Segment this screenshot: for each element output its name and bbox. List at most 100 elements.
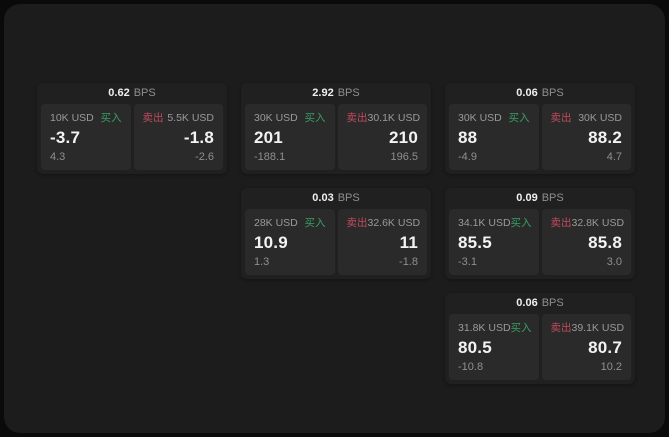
spread-header: 0.09 BPS [445,188,635,209]
spread-unit: BPS [133,87,156,99]
spread-value: 0.06 [516,87,538,99]
buy-delta: -10.8 [458,361,484,373]
quote-card: 2.92 BPS 30K USD 买入 201 -188.1 卖出 30.1K … [241,83,431,174]
buy-top-row: 10K USD 买入 [50,110,122,125]
quote-card: 0.06 BPS 30K USD 买入 88 -4.9 卖出 30K USD 8… [445,83,635,174]
sell-side-label: 卖出 [550,322,572,334]
buy-side-label: 买入 [304,217,326,229]
sell-panel[interactable]: 卖出 30.1K USD 210 196.5 [337,104,427,170]
buy-amount: 34.1K USD [458,216,511,229]
sell-price: -1.8 [183,127,214,147]
buy-amount: 10K USD [50,111,94,124]
sell-price: 88.2 [588,127,622,147]
sell-amount: 30K USD [578,111,622,124]
sell-delta: -1.8 [399,256,418,268]
sell-panel[interactable]: 卖出 32.6K USD 11 -1.8 [337,209,427,275]
buy-panel[interactable]: 10K USD 买入 -3.7 4.3 [41,104,131,170]
buy-price: 80.5 [458,337,492,357]
buy-amount: 30K USD [254,111,298,124]
sell-delta: 10.2 [600,361,622,373]
buy-price: 201 [254,127,283,147]
spread-header: 0.62 BPS [37,83,227,104]
buy-amount: 28K USD [254,216,298,229]
sell-panel[interactable]: 卖出 32.8K USD 85.8 3.0 [541,209,631,275]
sell-panel[interactable]: 卖出 39.1K USD 80.7 10.2 [541,314,631,380]
buy-panel[interactable]: 31.8K USD 买入 80.5 -10.8 [449,314,539,380]
spread-unit: BPS [541,192,564,204]
sell-price: 85.8 [588,232,622,252]
spread-unit: BPS [337,87,360,99]
sell-amount: 39.1K USD [571,321,625,334]
buy-top-row: 30K USD 买入 [458,110,530,125]
spread-value: 0.06 [516,297,538,309]
sell-top-row: 卖出 30K USD [551,110,623,125]
sell-side-label: 卖出 [142,112,164,124]
spread-unit: BPS [541,297,564,309]
quote-card: 0.09 BPS 34.1K USD 买入 85.5 -3.1 卖出 32.8K… [445,188,635,279]
buy-side-label: 买入 [510,217,532,229]
buy-amount: 30K USD [458,111,502,124]
quote-panels: 10K USD 买入 -3.7 4.3 卖出 5.5K USD -1.8 -2.… [37,104,227,174]
sell-top-row: 卖出 5.5K USD [143,110,215,125]
buy-top-row: 30K USD 买入 [254,110,326,125]
buy-delta: 4.3 [50,151,66,163]
sell-price: 11 [399,232,418,252]
quote-card: 0.62 BPS 10K USD 买入 -3.7 4.3 卖出 5.5K USD… [37,83,227,174]
quote-panels: 31.8K USD 买入 80.5 -10.8 卖出 39.1K USD 80.… [445,314,635,384]
buy-price: 10.9 [254,232,288,252]
spread-unit: BPS [541,87,564,99]
buy-delta: -3.1 [458,256,477,268]
quote-panels: 30K USD 买入 201 -188.1 卖出 30.1K USD 210 1… [241,104,431,174]
buy-top-row: 28K USD 买入 [254,215,326,230]
cards-grid: 0.62 BPS 10K USD 买入 -3.7 4.3 卖出 5.5K USD… [37,83,635,384]
buy-panel[interactable]: 28K USD 买入 10.9 1.3 [245,209,335,275]
sell-panel[interactable]: 卖出 5.5K USD -1.8 -2.6 [133,104,223,170]
spread-value: 0.62 [108,87,130,99]
buy-price: 88 [458,127,478,147]
sell-side-label: 卖出 [346,217,368,229]
buy-side-label: 买入 [100,112,122,124]
spread-header: 2.92 BPS [241,83,431,104]
buy-panel[interactable]: 30K USD 买入 88 -4.9 [449,104,539,170]
spread-unit: BPS [337,192,360,204]
sell-side-label: 卖出 [550,217,572,229]
quote-panels: 28K USD 买入 10.9 1.3 卖出 32.6K USD 11 -1.8 [241,209,431,279]
buy-delta: -188.1 [254,151,286,163]
sell-delta: 196.5 [390,151,418,163]
spread-value: 0.03 [312,192,334,204]
buy-panel[interactable]: 34.1K USD 买入 85.5 -3.1 [449,209,539,275]
spread-header: 0.03 BPS [241,188,431,209]
buy-top-row: 34.1K USD 买入 [458,215,532,230]
sell-price: 210 [389,127,418,147]
sell-delta: 3.0 [606,256,622,268]
sell-side-label: 卖出 [550,112,572,124]
buy-amount: 31.8K USD [458,321,511,334]
buy-side-label: 买入 [510,322,532,334]
spread-header: 0.06 BPS [445,293,635,314]
spread-value: 0.09 [516,192,538,204]
quote-card: 0.06 BPS 31.8K USD 买入 80.5 -10.8 卖出 39.1… [445,293,635,384]
sell-delta: 4.7 [606,151,622,163]
sell-delta: -2.6 [195,151,214,163]
sell-amount: 32.6K USD [367,216,421,229]
sell-panel[interactable]: 卖出 30K USD 88.2 4.7 [541,104,631,170]
spread-header: 0.06 BPS [445,83,635,104]
buy-side-label: 买入 [508,112,530,124]
sell-top-row: 卖出 32.6K USD [346,215,421,230]
sell-amount: 32.8K USD [571,216,625,229]
quote-panels: 30K USD 买入 88 -4.9 卖出 30K USD 88.2 4.7 [445,104,635,174]
sell-side-label: 卖出 [346,112,368,124]
buy-delta: 1.3 [254,256,270,268]
sell-top-row: 卖出 30.1K USD [346,110,421,125]
quote-panels: 34.1K USD 买入 85.5 -3.1 卖出 32.8K USD 85.8… [445,209,635,279]
app-window: 0.62 BPS 10K USD 买入 -3.7 4.3 卖出 5.5K USD… [4,4,665,433]
spread-value: 2.92 [312,87,334,99]
buy-top-row: 31.8K USD 买入 [458,320,532,335]
sell-amount: 5.5K USD [167,111,214,124]
buy-panel[interactable]: 30K USD 买入 201 -188.1 [245,104,335,170]
sell-top-row: 卖出 32.8K USD [550,215,625,230]
quote-card: 0.03 BPS 28K USD 买入 10.9 1.3 卖出 32.6K US… [241,188,431,279]
buy-delta: -4.9 [458,151,477,163]
sell-price: 80.7 [588,337,622,357]
buy-side-label: 买入 [304,112,326,124]
